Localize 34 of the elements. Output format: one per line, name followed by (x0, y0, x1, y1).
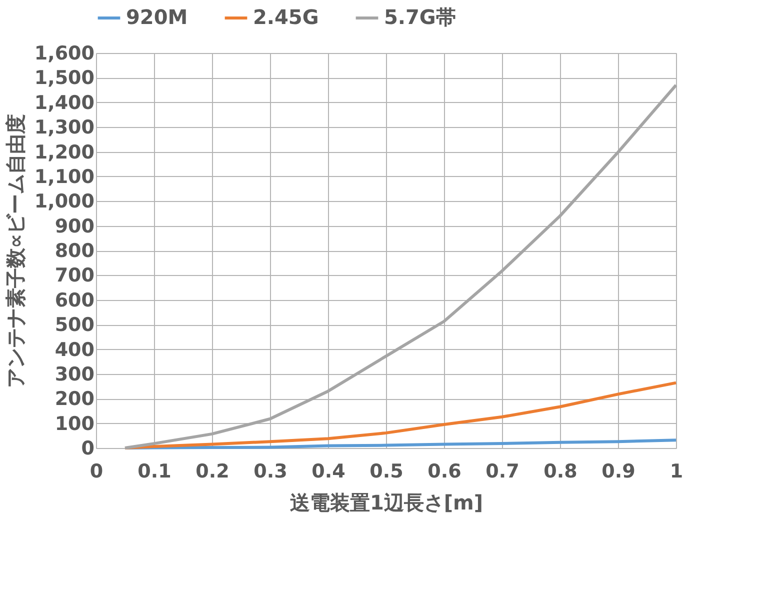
y-axis-title: アンテナ素子数∝ビーム自由度 (3, 114, 28, 388)
legend-label: 5.7G帯 (384, 5, 456, 29)
x-tick-label: 0.3 (254, 460, 288, 482)
y-tick-label: 1,100 (34, 166, 94, 188)
y-tick-label: 300 (54, 363, 94, 386)
y-tick-label: 1,600 (34, 42, 94, 64)
y-tick-label: 1,500 (34, 67, 94, 90)
y-tick-label: 600 (54, 289, 94, 312)
x-tick-label: 0.9 (602, 460, 636, 482)
x-tick-label: 0.2 (196, 460, 230, 482)
y-tick-label: 800 (54, 240, 94, 262)
x-axis-title: 送電装置1辺長さ[m] (288, 490, 484, 514)
y-tick-label: 0 (81, 438, 94, 460)
x-tick-label: 0.7 (486, 460, 520, 482)
y-tick-label: 100 (54, 412, 94, 435)
y-tick-label: 1,000 (34, 190, 94, 213)
line-series (124, 381, 678, 450)
y-tick-label: 1,200 (34, 141, 94, 164)
x-tick-label: 1 (670, 460, 684, 482)
x-tick-label: 0.8 (544, 460, 578, 482)
y-tick-label: 900 (54, 215, 94, 238)
x-tick-label: 0.6 (428, 460, 462, 482)
y-tick-label: 1,300 (34, 116, 94, 139)
line-series (124, 84, 678, 450)
y-tick-label: 500 (54, 314, 94, 336)
legend-label: 2.45G (253, 5, 319, 29)
x-tick-label: 0.5 (370, 460, 404, 482)
x-tick-label: 0.4 (312, 460, 346, 482)
y-tick-label: 700 (54, 264, 94, 287)
legend-label: 920M (126, 5, 188, 29)
x-tick-label: 0.1 (138, 460, 172, 482)
y-tick-label: 200 (54, 388, 94, 410)
y-tick-label: 400 (54, 338, 94, 361)
y-tick-label: 1,400 (34, 92, 94, 114)
